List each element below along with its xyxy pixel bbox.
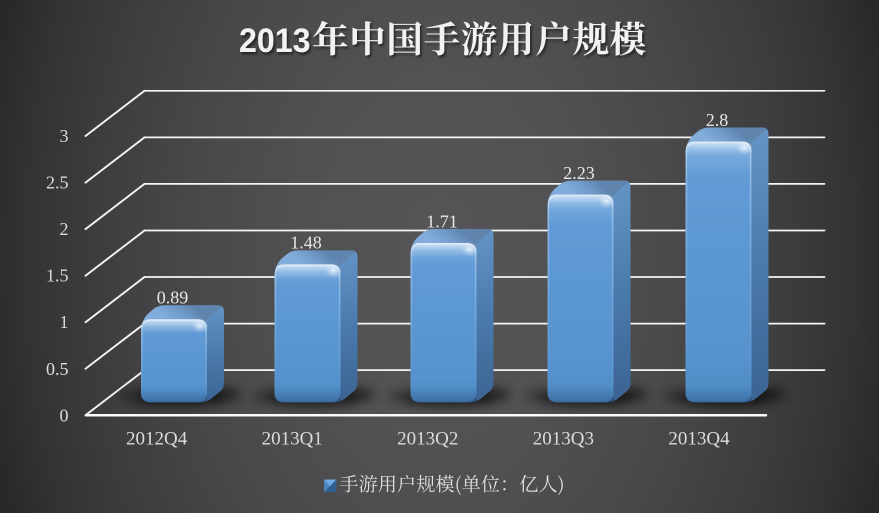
svg-text:3: 3 bbox=[60, 126, 69, 146]
svg-text:2013Q4: 2013Q4 bbox=[668, 429, 730, 450]
svg-text:2013Q1: 2013Q1 bbox=[262, 429, 323, 450]
svg-text:2012Q4: 2012Q4 bbox=[126, 429, 188, 450]
svg-text:0.5: 0.5 bbox=[46, 359, 69, 379]
svg-text:2013Q2: 2013Q2 bbox=[397, 429, 458, 450]
svg-text:2: 2 bbox=[60, 219, 69, 239]
svg-text:1.48: 1.48 bbox=[290, 233, 322, 253]
svg-text:0: 0 bbox=[60, 405, 69, 425]
svg-text:2.5: 2.5 bbox=[46, 173, 69, 193]
svg-text:1.5: 1.5 bbox=[46, 266, 69, 286]
svg-text:0.89: 0.89 bbox=[157, 288, 189, 308]
svg-text:1.71: 1.71 bbox=[426, 211, 458, 231]
svg-text:2013Q3: 2013Q3 bbox=[533, 429, 594, 450]
svg-text:1: 1 bbox=[60, 312, 69, 332]
svg-text:2013: 2013 bbox=[239, 22, 311, 60]
svg-text:2.23: 2.23 bbox=[563, 163, 595, 183]
svg-text:2.8: 2.8 bbox=[706, 110, 729, 130]
